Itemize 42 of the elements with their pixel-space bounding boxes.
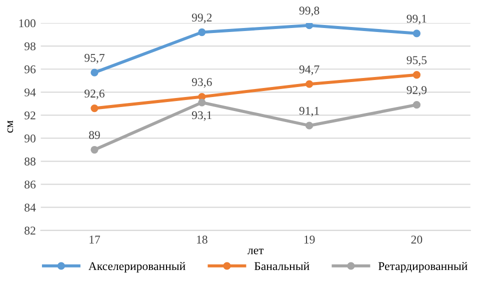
y-tick-label: 98	[24, 42, 36, 50]
point	[305, 122, 314, 130]
x-tick-label: 19	[304, 236, 315, 244]
data-label: 99,8	[299, 6, 320, 16]
data-label: 95,5	[406, 56, 427, 66]
y-tick-label: 96	[24, 65, 36, 74]
y-tick-label: 90	[24, 134, 36, 142]
data-label: 91,1	[299, 106, 319, 117]
data-label: 95,7	[84, 54, 104, 64]
x-tick-label: 17	[90, 236, 100, 244]
data-label: 99,1	[406, 14, 426, 24]
y-tick-label: 84	[24, 204, 36, 212]
point	[305, 80, 314, 88]
point	[198, 98, 206, 106]
point	[412, 71, 421, 79]
data-label: 89	[89, 131, 100, 140]
point	[90, 104, 98, 112]
point	[305, 23, 314, 30]
point	[412, 30, 421, 38]
data-label: 92,6	[84, 90, 104, 100]
y-axis-title: см	[7, 120, 14, 133]
data-label: 92,9	[406, 86, 427, 96]
y-tick-label: 100	[19, 19, 36, 28]
y-tick-label: 82	[24, 226, 36, 235]
x-tick-label: 18	[197, 236, 208, 244]
legend-label: Акселерированный	[88, 262, 186, 273]
point	[90, 146, 98, 154]
data-label: 93,6	[192, 78, 212, 88]
point	[198, 28, 206, 36]
y-tick-label: 94	[24, 88, 36, 96]
y-tick-label: 86	[24, 180, 36, 189]
x-axis-title: лет	[248, 248, 264, 254]
legend-label: Банальный	[254, 262, 310, 270]
legend-label: Ретардированный	[378, 262, 468, 273]
point	[90, 68, 98, 76]
data-label: 93,1	[192, 111, 212, 121]
point	[412, 101, 421, 109]
x-tick-label: 20	[411, 236, 422, 244]
data-label: 94,7	[299, 65, 320, 76]
y-tick-label: 88	[24, 158, 36, 166]
data-label: 99,2	[192, 14, 212, 24]
y-tick-label: 92	[24, 111, 36, 120]
